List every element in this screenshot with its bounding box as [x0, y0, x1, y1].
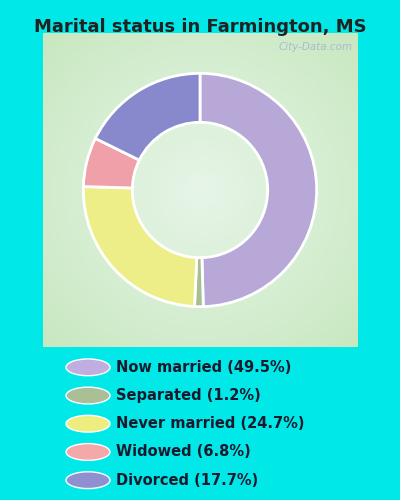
- Text: Marital status in Farmington, MS: Marital status in Farmington, MS: [34, 18, 366, 36]
- Circle shape: [66, 387, 110, 404]
- Text: Widowed (6.8%): Widowed (6.8%): [116, 444, 251, 460]
- Circle shape: [66, 359, 110, 376]
- Circle shape: [66, 444, 110, 460]
- Circle shape: [66, 416, 110, 432]
- Text: Separated (1.2%): Separated (1.2%): [116, 388, 261, 403]
- Circle shape: [66, 472, 110, 488]
- Wedge shape: [200, 74, 317, 306]
- Wedge shape: [194, 258, 203, 306]
- Text: Now married (49.5%): Now married (49.5%): [116, 360, 291, 375]
- Text: Divorced (17.7%): Divorced (17.7%): [116, 472, 258, 488]
- Wedge shape: [83, 186, 197, 306]
- Wedge shape: [83, 138, 139, 188]
- Wedge shape: [95, 74, 200, 160]
- Text: City-Data.com: City-Data.com: [279, 42, 353, 52]
- Text: Never married (24.7%): Never married (24.7%): [116, 416, 304, 431]
